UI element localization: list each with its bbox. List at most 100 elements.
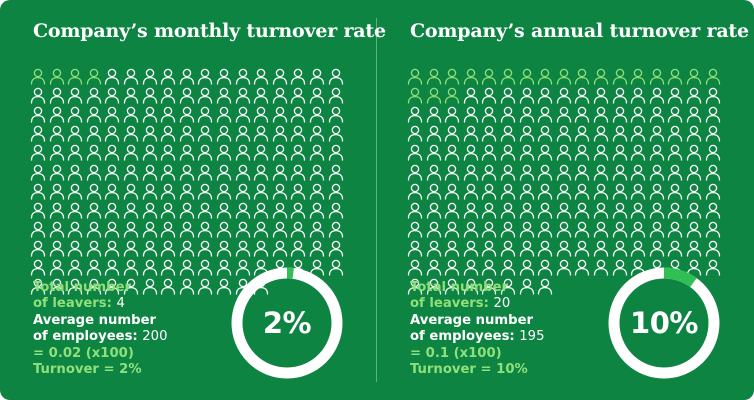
employee-person-icon [445,106,460,123]
employee-person-icon [407,278,423,295]
employee-person-icon [49,126,64,142]
employee-person-icon [254,126,269,142]
employee-person-icon [291,240,306,257]
employee-person-icon [254,221,269,238]
employee-person-icon [161,164,176,181]
employee-person-icon [426,202,441,219]
employee-person-icon [556,183,571,200]
employee-person-icon [519,240,534,257]
employee-person-icon [142,126,157,142]
employee-person-icon [235,106,250,123]
employee-person-icon [235,145,250,162]
employee-person-icon [328,164,343,181]
employee-person-icon [291,87,306,104]
leaver-person-icon [426,87,441,104]
employee-person-icon [30,221,46,238]
employee-person-icon [291,202,306,219]
employee-person-icon [407,183,423,200]
employee-person-icon [686,106,702,123]
leaver-person-icon [519,68,534,85]
employee-person-icon [407,126,423,142]
employee-person-icon [593,240,609,257]
employee-person-icon [668,202,683,219]
employee-person-icon [426,164,441,181]
employee-person-icon [254,145,269,162]
employee-person-icon [445,221,460,238]
employee-person-icon [216,87,232,104]
employee-person-icon [105,87,120,104]
employee-person-icon [500,202,516,219]
employee-person-icon [705,183,720,200]
employee-person-icon [705,106,720,123]
employee-person-icon [556,126,571,142]
employee-person-icon [612,145,627,162]
ratio-line: = 0.02 (x100) [33,345,134,361]
employee-person-icon [105,259,120,276]
employee-person-icon [291,183,306,200]
employee-person-icon [309,87,325,104]
employee-person-icon [309,164,325,181]
employee-person-icon [407,202,423,219]
employee-person-icon [216,278,232,295]
employee-person-icon [426,183,441,200]
employee-person-icon [198,68,213,85]
employee-person-icon [179,183,194,200]
employee-person-icon [538,221,553,238]
employee-person-icon [649,240,664,257]
employee-person-icon [272,87,287,104]
employee-person-icon [328,126,343,142]
employee-person-icon [686,87,702,104]
employee-person-icon [235,183,250,200]
employee-person-icon [519,145,534,162]
employee-person-icon [426,145,441,162]
employee-person-icon [123,278,139,295]
employee-person-icon [482,202,497,219]
employee-person-icon [105,240,120,257]
employee-person-icon [445,145,460,162]
employee-person-icon [309,68,325,85]
leaver-person-icon [445,68,460,85]
donut-percent-label: 10% [630,306,698,340]
employee-person-icon [631,221,646,238]
avg-line: of employees: 195 [410,329,600,345]
employee-person-icon [123,106,139,123]
avg-line: of employees: 200 [33,329,223,345]
employee-person-icon [179,87,194,104]
leaver-person-icon [686,68,702,85]
employee-person-icon [686,240,702,257]
employee-person-icon [500,87,516,104]
employee-person-icon [500,221,516,238]
employee-person-icon [686,202,702,219]
employee-person-icon [328,183,343,200]
employee-person-icon [105,145,120,162]
employee-person-icon [593,259,609,276]
employee-person-icon [631,145,646,162]
employee-person-icon [123,145,139,162]
employee-person-icon [575,221,590,238]
employee-person-icon [463,183,478,200]
employee-person-icon [407,221,423,238]
employee-person-icon [105,221,120,238]
employee-person-icon [593,106,609,123]
employee-person-icon [500,278,516,295]
donut-svg [231,267,343,379]
employee-person-icon [309,221,325,238]
employee-person-icon [254,202,269,219]
employee-person-icon [309,202,325,219]
employee-person-icon [30,87,46,104]
employee-person-icon [612,126,627,142]
employee-person-icon [612,87,627,104]
employee-person-icon [445,202,460,219]
employee-person-icon [309,183,325,200]
employee-person-icon [235,240,250,257]
employee-person-icon [198,278,213,295]
employee-person-icon [68,183,83,200]
avg-value: 195 [519,329,545,345]
employee-person-icon [519,164,534,181]
employee-person-icon [445,259,460,276]
employee-person-icon [179,164,194,181]
employee-person-icon [49,87,64,104]
employee-person-icon [575,164,590,181]
employee-person-icon [30,278,46,295]
